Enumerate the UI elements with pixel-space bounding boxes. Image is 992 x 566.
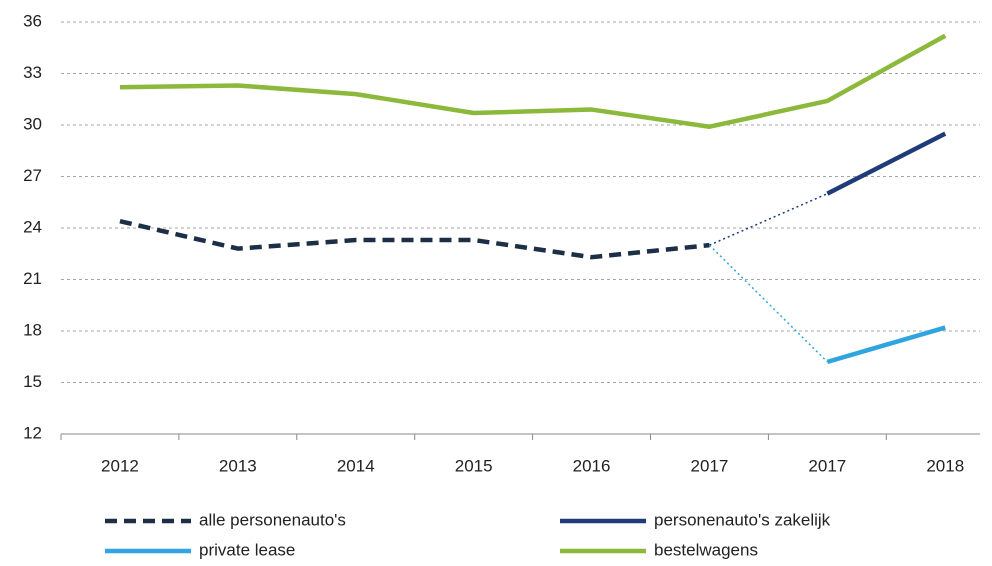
x-tick-label: 2013: [219, 456, 257, 475]
series-line: [119, 33, 947, 129]
y-tick-label: 12: [23, 423, 42, 442]
y-tick-label: 33: [23, 63, 42, 82]
series-line: [119, 218, 710, 260]
connector: [709, 192, 828, 246]
series-line: [826, 131, 947, 196]
legend-label: alle personenauto's: [199, 510, 346, 529]
x-tick-label: 2015: [455, 456, 493, 475]
y-tick-label: 18: [23, 320, 42, 339]
series-line: [826, 325, 946, 365]
x-tick-label: 2017: [691, 456, 729, 475]
x-tick-label: 2014: [337, 456, 375, 475]
y-tick-label: 36: [23, 11, 42, 30]
connector: [708, 244, 828, 363]
y-tick-label: 15: [23, 372, 42, 391]
x-tick-label: 2018: [926, 456, 964, 475]
x-tick-label: 2017: [808, 456, 846, 475]
legend-label: bestelwagens: [654, 540, 758, 559]
y-tick-label: 21: [23, 269, 42, 288]
y-tick-label: 30: [23, 114, 42, 133]
x-tick-label: 2012: [101, 456, 139, 475]
x-tick-label: 2016: [573, 456, 611, 475]
legend-label: personenauto's zakelijk: [654, 510, 831, 529]
legend-label: private lease: [199, 540, 295, 559]
y-tick-label: 27: [23, 166, 42, 185]
y-tick-label: 24: [23, 217, 42, 236]
